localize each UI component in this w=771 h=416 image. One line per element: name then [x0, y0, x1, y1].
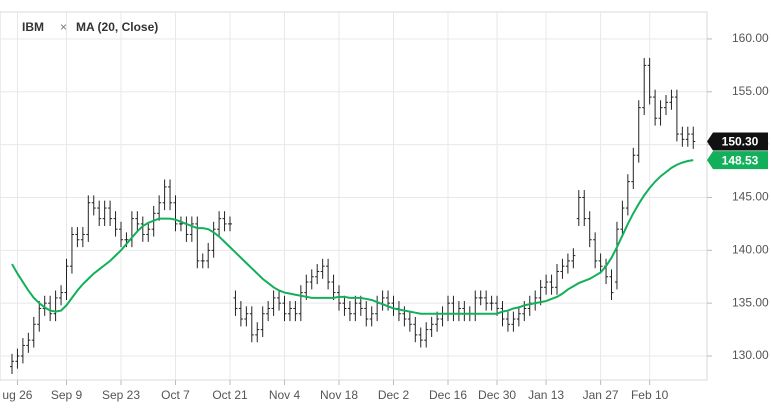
last-value-label: 148.53	[722, 153, 759, 167]
x-tick-label: Jan 13	[528, 388, 564, 402]
ma-line	[11, 159, 694, 315]
legend-ma: MA (20, Close)	[76, 20, 158, 34]
plot-frame	[0, 11, 708, 381]
x-tick-label: Sep 9	[51, 388, 83, 402]
y-tick-label: 145.00	[732, 190, 769, 204]
last-value-label: 150.30	[722, 135, 759, 149]
x-tick-label: Dec 16	[429, 388, 467, 402]
legend-close-icon[interactable]: ×	[60, 20, 67, 34]
y-tick-label: 135.00	[732, 295, 769, 309]
y-tick-label: 155.00	[732, 84, 769, 98]
x-tick-label: Oct 7	[161, 388, 190, 402]
last-value-badge	[707, 151, 768, 170]
x-tick-label: Nov 18	[320, 388, 358, 402]
x-tick-label: Nov 4	[269, 388, 301, 402]
x-tick-label: ug 26	[2, 388, 32, 402]
x-tick-label: Dec 2	[378, 388, 410, 402]
x-tick-label: Dec 30	[478, 388, 516, 402]
last-value-badge	[707, 132, 768, 151]
legend-symbol: IBM	[22, 20, 44, 34]
y-tick-label: 130.00	[732, 348, 769, 362]
y-tick-label: 140.00	[732, 242, 769, 256]
x-tick-label: Oct 21	[212, 388, 248, 402]
x-tick-label: Sep 23	[102, 388, 140, 402]
y-tick-label: 160.00	[732, 31, 769, 45]
x-tick-label: Jan 27	[583, 388, 619, 402]
x-tick-label: Feb 10	[631, 388, 669, 402]
